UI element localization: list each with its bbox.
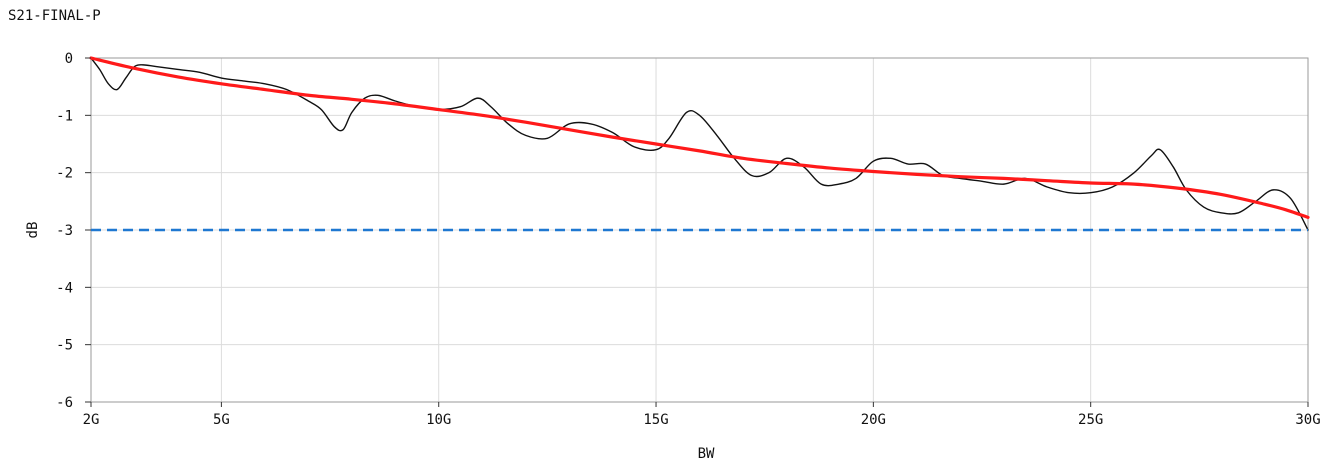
- y-axis-label: dB: [25, 222, 41, 239]
- y-axis-ticks: 0 -1 -2 -3 -4 -5 -6: [56, 51, 91, 411]
- x-axis-label: BW: [698, 446, 715, 462]
- y-tick-label: -1: [56, 108, 73, 124]
- measured-s21-line: [90, 57, 1309, 231]
- x-axis-ticks: 2G 5G 10G 15G 20G 25G 30G: [83, 402, 1321, 428]
- x-tick-label: 25G: [1078, 412, 1103, 428]
- y-tick-label: 0: [65, 51, 73, 67]
- x-tick-label: 5G: [213, 412, 230, 428]
- data-series: [89, 56, 1310, 232]
- y-tick-label: -3: [56, 223, 73, 239]
- y-tick-label: -6: [56, 395, 73, 411]
- y-tick-label: -2: [56, 166, 73, 182]
- x-tick-label: 20G: [861, 412, 886, 428]
- x-tick-label: 30G: [1295, 412, 1320, 428]
- chart-title: S21-FINAL-P: [8, 8, 101, 24]
- x-tick-label: 15G: [643, 412, 668, 428]
- y-tick-label: -4: [56, 280, 73, 296]
- x-tick-label: 2G: [83, 412, 100, 428]
- y-tick-label: -5: [56, 338, 73, 354]
- x-tick-label: 10G: [426, 412, 451, 428]
- fitted-trend-line: [89, 56, 1310, 219]
